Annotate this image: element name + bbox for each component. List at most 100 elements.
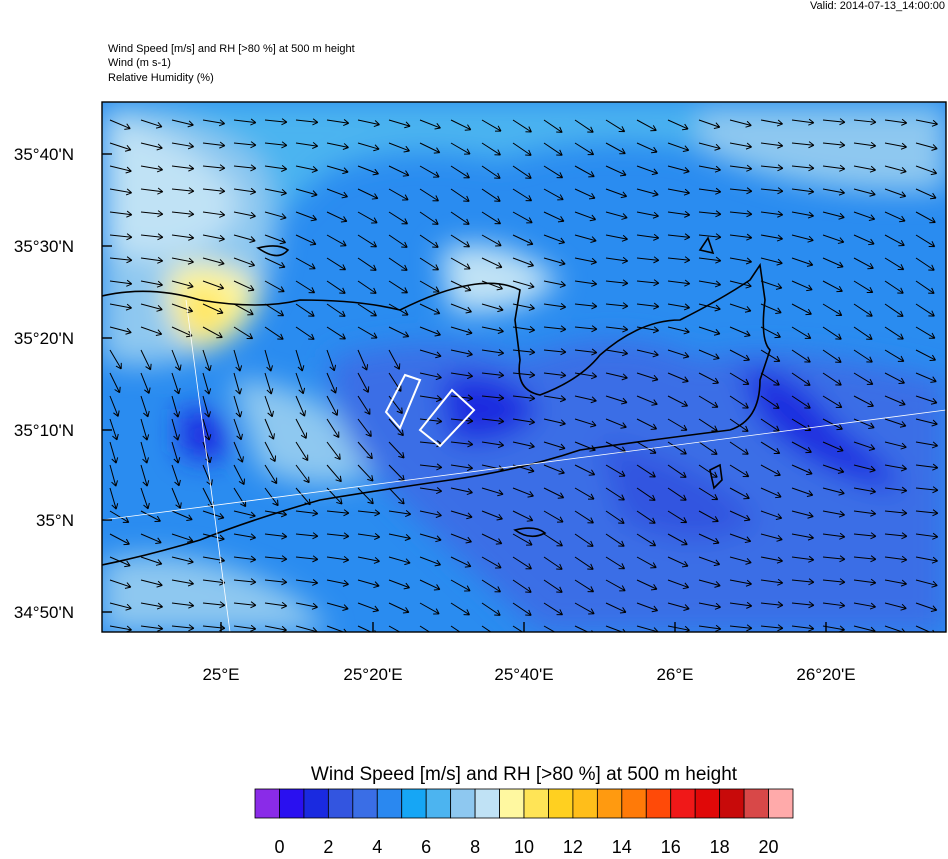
wind-arrow: [481, 510, 503, 521]
wind-arrow: [760, 141, 784, 149]
wind-arrow: [760, 164, 784, 172]
wind-arrow: [605, 510, 625, 524]
wind-arrow: [326, 280, 346, 294]
wind-arrow: [822, 418, 843, 431]
wind-arrow: [109, 349, 122, 370]
wind-arrow: [264, 164, 288, 172]
wind-arrow: [295, 303, 315, 317]
wind-arrow: [760, 395, 780, 409]
wind-arrow: [481, 625, 492, 632]
wind-arrow: [760, 556, 783, 564]
wind-arrow: [419, 211, 439, 225]
colorbar-swatch: [743, 788, 769, 819]
wind-arrow: [574, 211, 597, 222]
colorbar-swatch: [474, 788, 500, 819]
wind-arrow: [109, 418, 119, 441]
wind-arrow: [667, 233, 691, 241]
wind-arrow: [791, 464, 813, 476]
wind-arrow: [202, 164, 226, 172]
wind-arrow: [636, 487, 656, 501]
wind-arrow: [171, 418, 180, 441]
wind-arrow: [171, 210, 195, 218]
wind-arrow: [233, 257, 256, 268]
wind-arrow: [419, 533, 442, 543]
wind-arrow: [884, 165, 907, 174]
lon-label: 25°E: [202, 665, 239, 684]
wind-arrow: [264, 326, 284, 340]
wind-arrow: [574, 234, 597, 243]
wind-arrow: [605, 211, 628, 220]
wind-arrow: [760, 210, 784, 218]
wind-arrow: [481, 280, 503, 291]
wind-arrow: [264, 349, 273, 372]
wind-arrow: [202, 141, 226, 149]
wind-arrow: [419, 349, 442, 359]
wind-arrow: [171, 441, 181, 464]
wind-arrow: [512, 142, 532, 156]
wind-arrow: [171, 187, 195, 195]
wind-arrow: [388, 395, 403, 414]
wind-arrow: [295, 532, 319, 540]
wind-arrow: [326, 257, 347, 271]
wind-arrow: [419, 556, 441, 567]
wind-arrow: [481, 371, 505, 379]
wind-arrow: [233, 624, 257, 632]
wind-arrow: [698, 119, 721, 129]
wind-arrow: [233, 211, 256, 219]
wind-arrow: [915, 441, 938, 449]
wind-arrow: [636, 302, 660, 310]
wind-arrow: [357, 509, 381, 517]
wind-arrow: [543, 325, 567, 333]
wind-arrow: [698, 487, 719, 501]
lon-label: 26°E: [656, 665, 693, 684]
wind-arrow: [140, 372, 151, 394]
wind-arrow: [915, 395, 938, 405]
colorbar-swatch: [572, 788, 598, 819]
wind-arrow: [140, 441, 149, 464]
wind-arrow: [171, 257, 194, 265]
wind-arrow: [574, 556, 594, 570]
wind-arrow: [729, 624, 753, 632]
wind-arrow: [574, 165, 595, 178]
wind-arrow: [791, 395, 811, 409]
wind-arrow: [388, 602, 410, 614]
wind-arrow: [667, 279, 691, 287]
wind-arrow: [202, 210, 226, 218]
wind-arrow: [233, 349, 243, 372]
wind-arrow: [729, 303, 752, 313]
wind-arrow: [636, 602, 659, 613]
wind-arrow: [233, 441, 244, 463]
wind-arrow: [295, 578, 319, 586]
wind-arrow: [822, 578, 846, 586]
colorbar-swatch: [352, 788, 378, 819]
wind-arrow: [605, 556, 626, 570]
wind-arrow: [264, 188, 287, 196]
wind-arrow: [822, 118, 846, 126]
colorbar-swatch: [645, 788, 672, 819]
wind-arrow: [450, 142, 471, 155]
wind-arrow: [698, 395, 719, 408]
wind-arrow: [295, 142, 319, 149]
wind-arrow: [760, 187, 784, 195]
wind-arrow: [171, 142, 195, 150]
wind-arrow: [388, 533, 411, 541]
wind-arrow: [915, 579, 938, 588]
wind-arrow: [419, 142, 441, 154]
wind-arrow: [884, 579, 907, 587]
wind-arrow: [791, 326, 812, 339]
wind-arrow: [109, 188, 132, 196]
wind-arrow: [543, 464, 565, 475]
wind-arrow: [419, 280, 440, 293]
wind-arrow: [357, 303, 377, 317]
wind-arrow: [481, 257, 503, 269]
wind-arrow: [791, 211, 814, 219]
wind-arrow: [791, 303, 812, 316]
wind-arrow: [543, 510, 564, 523]
colorbar-swatch: [279, 788, 305, 819]
wind-arrow: [760, 464, 781, 477]
wind-arrow: [822, 601, 846, 609]
wind-arrow: [543, 371, 567, 379]
lat-label: 35°20'N: [14, 329, 74, 348]
wind-arrow: [450, 579, 471, 592]
colorbar-swatch: [376, 788, 403, 819]
